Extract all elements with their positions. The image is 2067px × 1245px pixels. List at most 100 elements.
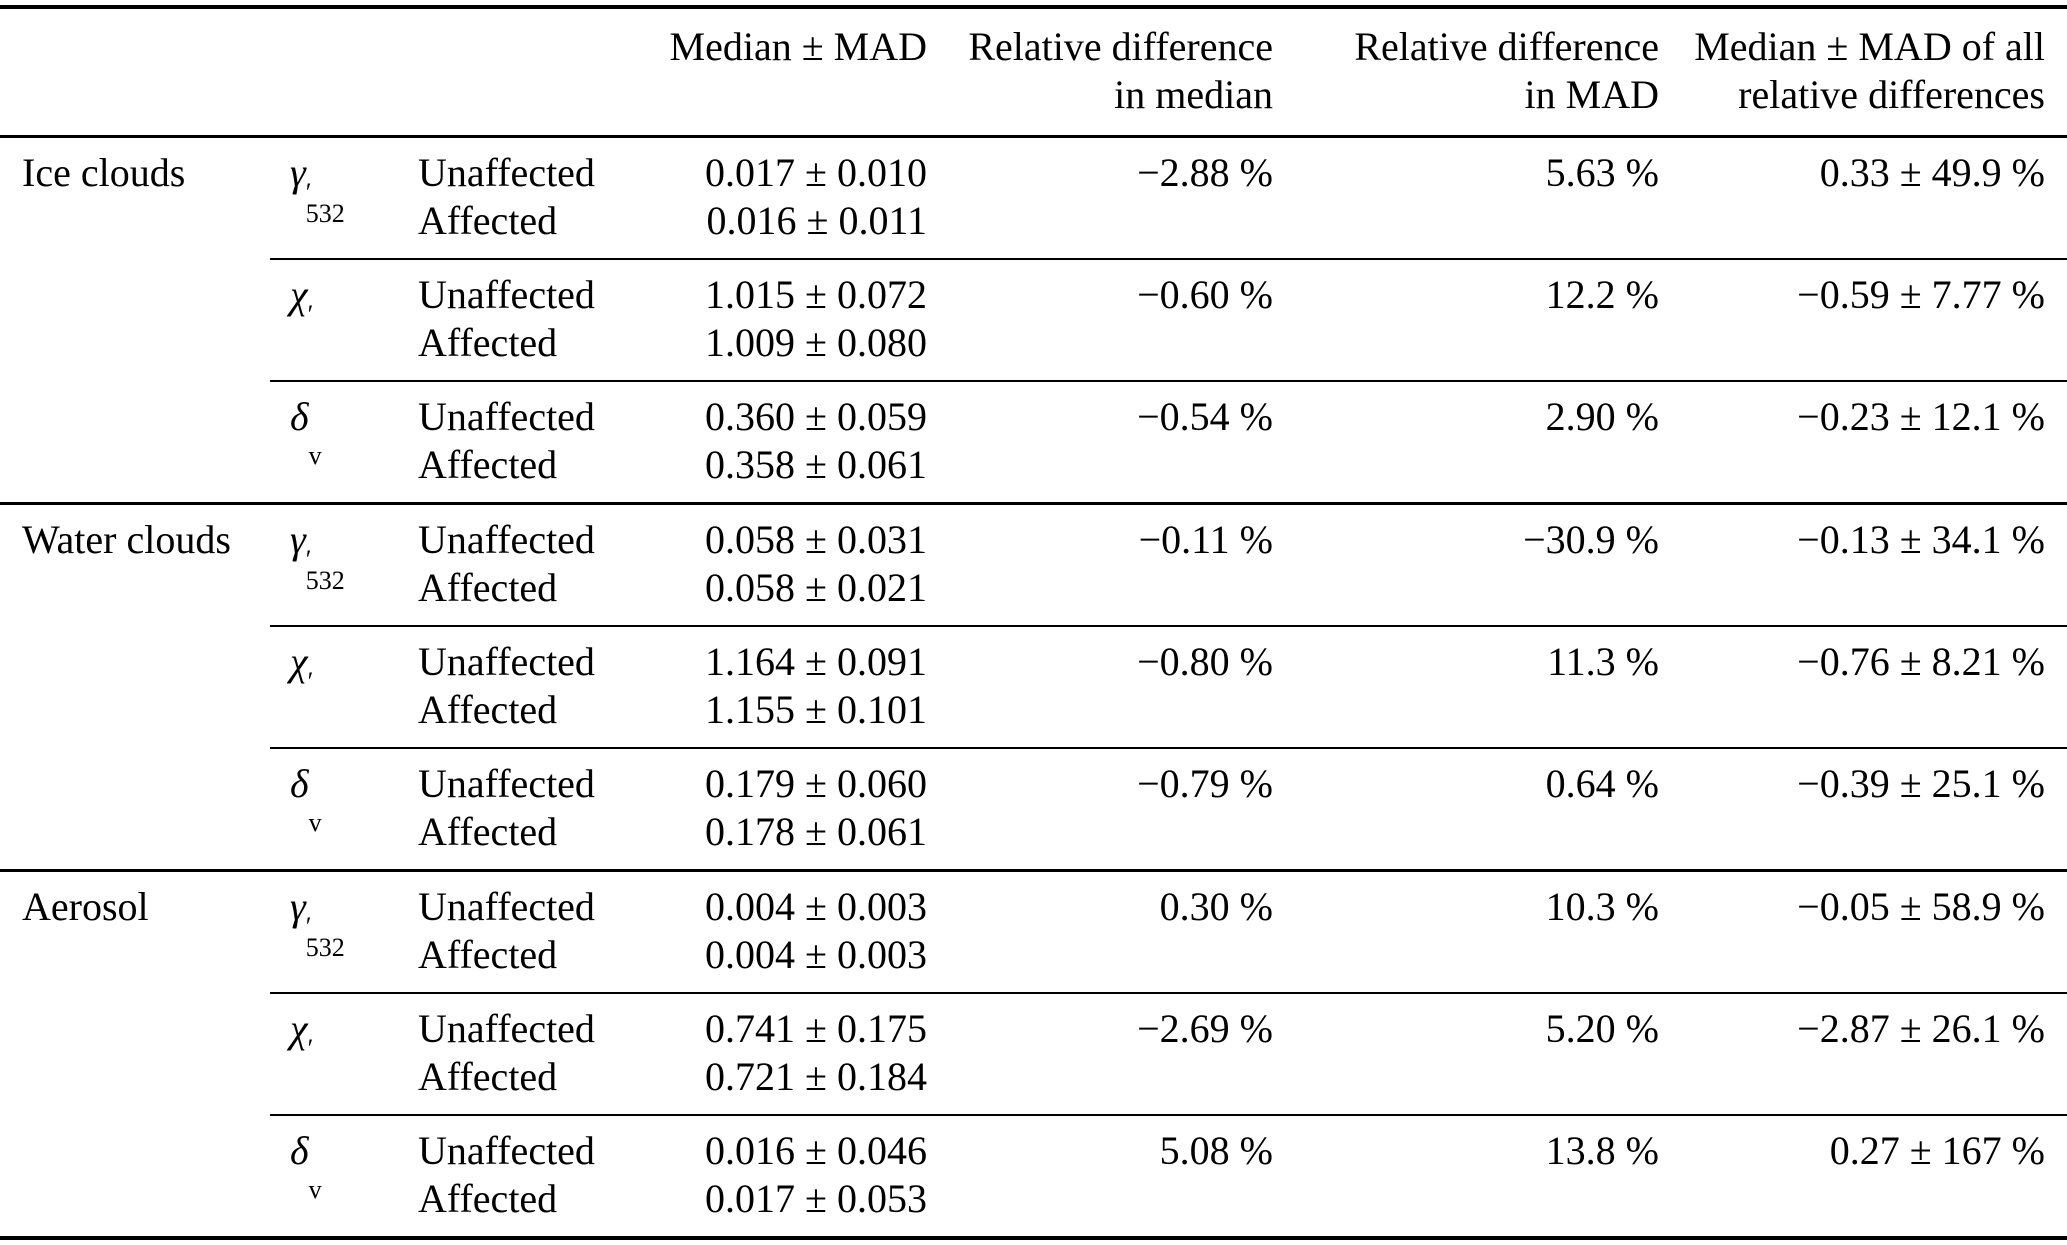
col-header-rel-diff-mad: Relative difference in MAD <box>1275 7 1665 138</box>
group-label: Ice clouds <box>22 150 186 195</box>
rel-diff-median-value: −0.80 % <box>935 625 1275 748</box>
table-row: χ ′ Unaffected 0.741 ± 0.175 −2.69 % 5.20 % −2… <box>0 992 2067 1115</box>
col-header-line: in median <box>1114 72 1273 117</box>
symbol-base: χ <box>290 272 308 317</box>
table-row: Affected 0.721 ± 0.184 <box>0 1053 2067 1115</box>
state-label-unaffected: Unaffected <box>410 380 635 441</box>
symbol-base: γ <box>290 150 306 195</box>
median-mad-unaffected-value: 0.016 ± 0.046 <box>635 1114 935 1175</box>
state-label-affected: Affected <box>418 809 558 854</box>
rel-diff-mad-value: 5.20 % <box>1275 992 1665 1115</box>
median-mad-affected-value: 0.017 ± 0.053 <box>705 1176 927 1221</box>
col-header-median-mad-all: Median ± MAD of all relative differences <box>1665 7 2067 138</box>
table-row: Affected 0.358 ± 0.061 <box>0 441 2067 504</box>
median-mad-unaffected-value: 0.004 ± 0.003 <box>635 869 935 931</box>
state-label-affected: Affected <box>418 198 558 243</box>
symbol-base: γ <box>290 517 306 562</box>
col-header-line: Median ± MAD of all <box>1694 24 2045 69</box>
symbol-base: δ <box>290 394 309 439</box>
symbol-base: χ <box>290 639 308 684</box>
table-row: Aerosol γ ′ 532 Unaffected 0.004 ± 0.003 0.30 … <box>0 869 2067 1238</box>
state-label-unaffected: Unaffected <box>410 747 635 808</box>
symbol-stack: v <box>308 424 322 470</box>
median-mad-all-rel-diff-value: 0.33 ± 49.9 % <box>1819 150 2045 195</box>
symbol-prime: ′ <box>305 545 312 574</box>
results-table: Median ± MAD Relative difference in medi… <box>0 5 2067 1240</box>
symbol-prime: ′ <box>305 912 312 941</box>
median-mad-all-rel-diff-value: −2.87 ± 26.1 % <box>1665 992 2067 1115</box>
median-mad-affected-value: 0.058 ± 0.021 <box>705 565 927 610</box>
rel-diff-mad-value: 12.2 % <box>1275 258 1665 381</box>
state-label-unaffected: Unaffected <box>410 258 635 319</box>
median-mad-affected-value: 1.009 ± 0.080 <box>705 320 927 365</box>
rel-diff-mad-value: 2.90 % <box>1275 380 1665 504</box>
state-label-unaffected: Unaffected <box>410 625 635 686</box>
table-row: Affected 0.016 ± 0.011 <box>0 197 2067 259</box>
symbol-stack: v <box>308 1158 322 1204</box>
median-mad-unaffected-value: 1.015 ± 0.072 <box>635 258 935 319</box>
symbol-stack: v <box>309 791 322 836</box>
rel-diff-median-value: −0.79 % <box>935 747 1275 871</box>
state-label-affected: Affected <box>418 1054 558 1099</box>
col-header-line: Relative difference <box>1354 24 1659 69</box>
rel-diff-mad-value: 13.8 % <box>1275 1114 1665 1238</box>
variable-symbol: γ ′ 532 <box>270 502 410 626</box>
variable-symbol: χ ′ <box>270 992 410 1115</box>
rel-diff-median-value: 5.08 % <box>935 1114 1275 1238</box>
rel-diff-median-value: −0.54 % <box>935 380 1275 504</box>
state-label-affected: Affected <box>418 320 558 365</box>
symbol-subscript: v <box>308 441 322 470</box>
rel-diff-mad-value: −30.9 % <box>1275 502 1665 626</box>
variable-symbol: χ ′ <box>270 625 410 748</box>
table-header-row: Median ± MAD Relative difference in medi… <box>0 7 2067 138</box>
col-header-line: relative differences <box>1738 72 2045 117</box>
rel-diff-mad-value: 0.64 % <box>1275 747 1665 871</box>
col-header-rel-diff-median: Relative difference in median <box>935 7 1275 138</box>
state-label-affected: Affected <box>418 1176 558 1221</box>
state-label-unaffected: Unaffected <box>418 150 595 195</box>
symbol-stack: ′ 532 <box>305 912 345 961</box>
rel-diff-median-value: −2.88 % <box>1137 150 1273 195</box>
rel-diff-mad-value: 5.63 % <box>1545 150 1659 195</box>
table-row: δ v Unaffected 0.360 ± 0.059 −0.54 % 2.90 % −0… <box>0 380 2067 504</box>
symbol-stack: ′ <box>307 300 314 346</box>
median-mad-all-rel-diff-value: −0.23 ± 12.1 % <box>1665 380 2067 504</box>
symbol-stack: ′ <box>307 1034 314 1080</box>
col-header-line: Relative difference <box>968 24 1273 69</box>
symbol-stack: ′ 532 <box>306 180 345 227</box>
col-header-median-mad: Median ± MAD <box>635 7 935 138</box>
rel-diff-mad-value: 11.3 % <box>1275 625 1665 748</box>
state-label-unaffected: Unaffected <box>410 992 635 1053</box>
median-mad-unaffected-value: 0.017 ± 0.010 <box>705 150 927 195</box>
symbol-stack: ′ 532 <box>305 545 345 594</box>
table-row: Affected 0.178 ± 0.061 <box>0 808 2067 871</box>
header-spacer <box>0 7 635 138</box>
median-mad-all-rel-diff-value: −0.05 ± 58.9 % <box>1665 869 2067 993</box>
rel-diff-mad-value: 10.3 % <box>1275 869 1665 993</box>
symbol-subscript: v <box>308 1175 322 1204</box>
symbol-prime: ′ <box>307 1034 314 1063</box>
table-row: Affected 0.017 ± 0.053 <box>0 1175 2067 1238</box>
symbol-prime: ′ <box>307 667 314 696</box>
variable-symbol: γ ′ 532 <box>270 869 410 993</box>
table-row: Ice clouds γ ′ 532 Unaffected 0.017 ± 0.010 −2… <box>0 137 2067 227</box>
table-row: Affected 1.155 ± 0.101 <box>0 686 2067 748</box>
table-row: Water clouds γ ′ 532 Unaffected 0.058 ± 0.031… <box>0 502 2067 871</box>
median-mad-unaffected-value: 0.741 ± 0.175 <box>635 992 935 1053</box>
state-label-affected: Affected <box>418 565 558 610</box>
results-table-body: Median ± MAD Relative difference in medi… <box>0 7 2067 1238</box>
state-label-unaffected: Unaffected <box>410 869 635 931</box>
rel-diff-median-value: −0.60 % <box>935 258 1275 381</box>
median-mad-all-rel-diff-value: −0.76 ± 8.21 % <box>1665 625 2067 748</box>
median-mad-unaffected-value: 1.164 ± 0.091 <box>635 625 935 686</box>
group-label: Aerosol <box>0 869 270 1238</box>
median-mad-all-rel-diff-value: 0.27 ± 167 % <box>1665 1114 2067 1238</box>
state-label-affected: Affected <box>418 442 558 487</box>
median-mad-unaffected-value: 0.058 ± 0.031 <box>635 502 935 564</box>
median-mad-unaffected-value: 0.179 ± 0.060 <box>635 747 935 808</box>
symbol-base: δ <box>290 761 309 806</box>
variable-symbol: χ ′ <box>270 258 410 381</box>
symbol-prime: ′ <box>307 300 314 329</box>
